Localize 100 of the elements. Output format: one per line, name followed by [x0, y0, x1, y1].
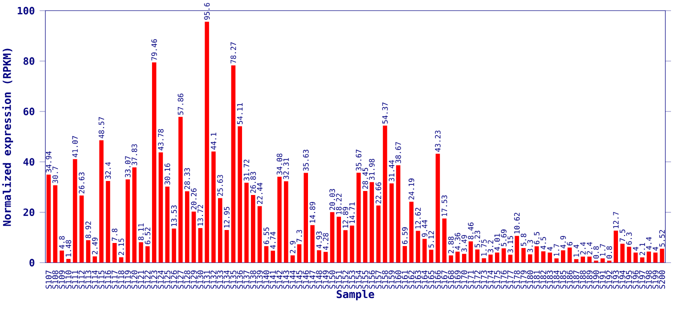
bar	[297, 244, 302, 263]
bar	[192, 212, 196, 263]
y-tick-label: 100	[18, 6, 34, 14]
x-tick-label: S144	[290, 270, 296, 289]
bar	[442, 218, 447, 263]
bar	[514, 236, 520, 263]
x-tick-label: S178	[514, 270, 520, 289]
x-tick-label: S127	[178, 270, 184, 289]
x-axis-title: Sample	[336, 290, 374, 300]
x-tick-label: S118	[118, 270, 124, 289]
bar	[382, 126, 388, 263]
bar	[600, 258, 605, 263]
bar	[376, 206, 381, 263]
x-tick-label: S174	[488, 270, 494, 289]
x-tick-label: S108	[52, 270, 58, 289]
x-tick-label: S188	[580, 270, 586, 289]
bar	[626, 246, 632, 263]
x-tick-label: S167	[441, 270, 448, 289]
x-tick-label: S169	[454, 270, 461, 289]
x-tick-label: S197	[639, 270, 646, 289]
bar	[634, 252, 638, 263]
x-tick-label: S116	[104, 270, 112, 289]
x-tick-label: S153	[349, 270, 356, 289]
bar	[106, 181, 110, 263]
bar	[290, 255, 295, 263]
x-tick-label: S177	[507, 270, 514, 289]
x-tick-label: S181	[534, 270, 540, 289]
x-tick-label: S187	[573, 270, 580, 289]
x-tick-label: S136	[236, 270, 243, 289]
x-tick-label: S126	[170, 270, 177, 289]
x-tick-label: S182	[540, 270, 546, 289]
x-tick-label: S107	[46, 270, 52, 289]
x-tick-label: S190	[593, 270, 600, 289]
bar	[370, 182, 374, 263]
x-tick-label: S189	[586, 270, 592, 289]
x-tick-label: S132	[210, 270, 217, 289]
bar	[185, 191, 190, 263]
x-tick-label: S124	[158, 270, 164, 289]
x-tick-label: S160	[395, 270, 402, 289]
bar	[660, 248, 664, 263]
x-tick-label: S186	[566, 270, 573, 289]
x-tick-label: S131	[204, 270, 210, 289]
bar	[534, 246, 539, 263]
x-tick-label: S143	[283, 270, 290, 289]
bar	[495, 252, 500, 263]
x-tick-label: S155	[362, 270, 368, 289]
x-tick-label: S109	[58, 270, 65, 289]
x-tick-label: S149	[322, 270, 329, 289]
x-tick-label: S183	[546, 270, 553, 289]
x-tick-label: S148	[316, 270, 322, 289]
bar	[60, 250, 64, 263]
bar	[343, 230, 348, 263]
bar	[119, 257, 124, 263]
bar	[304, 172, 308, 263]
bar	[502, 248, 506, 263]
bar	[614, 230, 618, 263]
bar	[389, 183, 394, 263]
bar	[521, 248, 526, 263]
bar	[172, 228, 176, 263]
bar	[132, 167, 137, 263]
bar	[99, 140, 104, 263]
x-tick-label: S171	[468, 270, 474, 289]
x-tick-label: S137	[243, 270, 250, 289]
bar	[138, 242, 144, 263]
x-tick-label: S122	[144, 270, 151, 289]
x-tick-label: S176	[500, 270, 507, 289]
x-tick-label: S150	[329, 270, 336, 289]
y-tick-label: 20	[23, 208, 34, 216]
bar	[429, 250, 434, 263]
bar	[72, 159, 78, 263]
x-tick-label: S128	[184, 270, 190, 289]
x-tick-label: S125	[164, 270, 170, 289]
x-tick-label: S164	[422, 270, 428, 289]
x-tick-label: S147	[309, 270, 316, 289]
bar	[264, 246, 268, 263]
bar	[250, 195, 256, 263]
x-tick-label: S110	[65, 270, 72, 289]
x-tick-label: S138	[250, 270, 256, 289]
x-tick-label: S133	[217, 270, 224, 289]
bar	[277, 176, 282, 263]
bar	[488, 254, 493, 263]
y-tick-label: 60	[24, 108, 34, 116]
bar	[330, 212, 334, 263]
x-tick-label: S194	[619, 270, 626, 289]
bar	[79, 196, 84, 263]
x-tick-label: S162	[408, 270, 414, 289]
bar	[165, 186, 170, 263]
bar	[587, 256, 592, 263]
bar	[145, 246, 150, 263]
x-tick-label: S158	[382, 270, 388, 289]
x-tick-label: S173	[480, 270, 487, 289]
bar	[86, 240, 90, 263]
x-tick-label: S117	[112, 270, 118, 289]
x-tick-label: S152	[342, 270, 348, 289]
bar	[568, 248, 572, 263]
x-tick-label: S184	[553, 270, 560, 289]
bar	[336, 216, 341, 263]
bar	[231, 65, 236, 263]
bar	[284, 181, 288, 263]
bar	[409, 202, 414, 263]
